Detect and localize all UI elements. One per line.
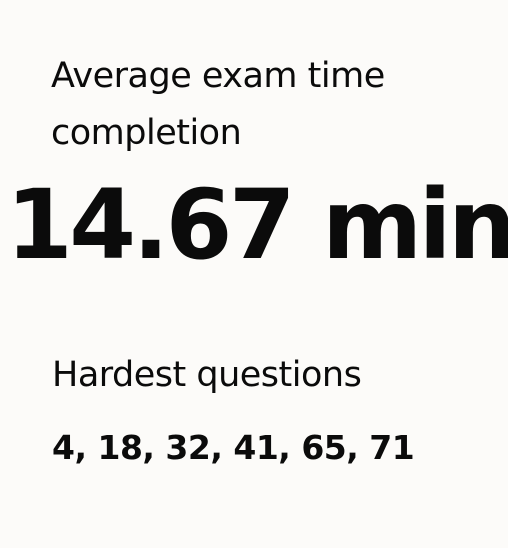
average-completion-title: Average exam time completion <box>51 56 385 153</box>
hardest-questions-value: 4, 18, 32, 41, 65, 71 <box>52 428 415 467</box>
hardest-questions-title: Hardest questions <box>52 355 362 395</box>
average-completion-value: 14.67 min <box>6 169 508 281</box>
